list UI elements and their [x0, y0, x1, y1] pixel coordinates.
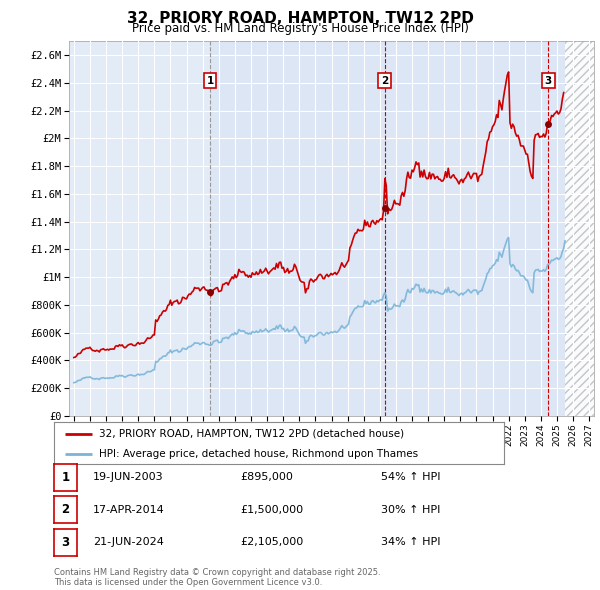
Text: 2: 2	[61, 503, 70, 516]
Text: 32, PRIORY ROAD, HAMPTON, TW12 2PD (detached house): 32, PRIORY ROAD, HAMPTON, TW12 2PD (deta…	[99, 429, 404, 439]
Bar	[565, 41, 594, 416]
Text: £1,500,000: £1,500,000	[240, 505, 303, 514]
Text: £2,105,000: £2,105,000	[240, 537, 303, 547]
Text: 32, PRIORY ROAD, HAMPTON, TW12 2PD: 32, PRIORY ROAD, HAMPTON, TW12 2PD	[127, 11, 473, 25]
Text: 2: 2	[381, 76, 388, 86]
Text: 19-JUN-2003: 19-JUN-2003	[93, 473, 164, 482]
Text: 3: 3	[545, 76, 552, 86]
Text: 34% ↑ HPI: 34% ↑ HPI	[381, 537, 440, 547]
Text: 1: 1	[61, 471, 70, 484]
Text: 21-JUN-2024: 21-JUN-2024	[93, 537, 164, 547]
Text: 3: 3	[61, 536, 70, 549]
Text: 17-APR-2014: 17-APR-2014	[93, 505, 165, 514]
Text: 1: 1	[206, 76, 214, 86]
Text: 30% ↑ HPI: 30% ↑ HPI	[381, 505, 440, 514]
Text: Price paid vs. HM Land Registry's House Price Index (HPI): Price paid vs. HM Land Registry's House …	[131, 22, 469, 35]
Bar	[69, 41, 210, 416]
Text: HPI: Average price, detached house, Richmond upon Thames: HPI: Average price, detached house, Rich…	[99, 449, 418, 458]
Text: £895,000: £895,000	[240, 473, 293, 482]
Text: Contains HM Land Registry data © Crown copyright and database right 2025.
This d: Contains HM Land Registry data © Crown c…	[54, 568, 380, 587]
Text: 54% ↑ HPI: 54% ↑ HPI	[381, 473, 440, 482]
